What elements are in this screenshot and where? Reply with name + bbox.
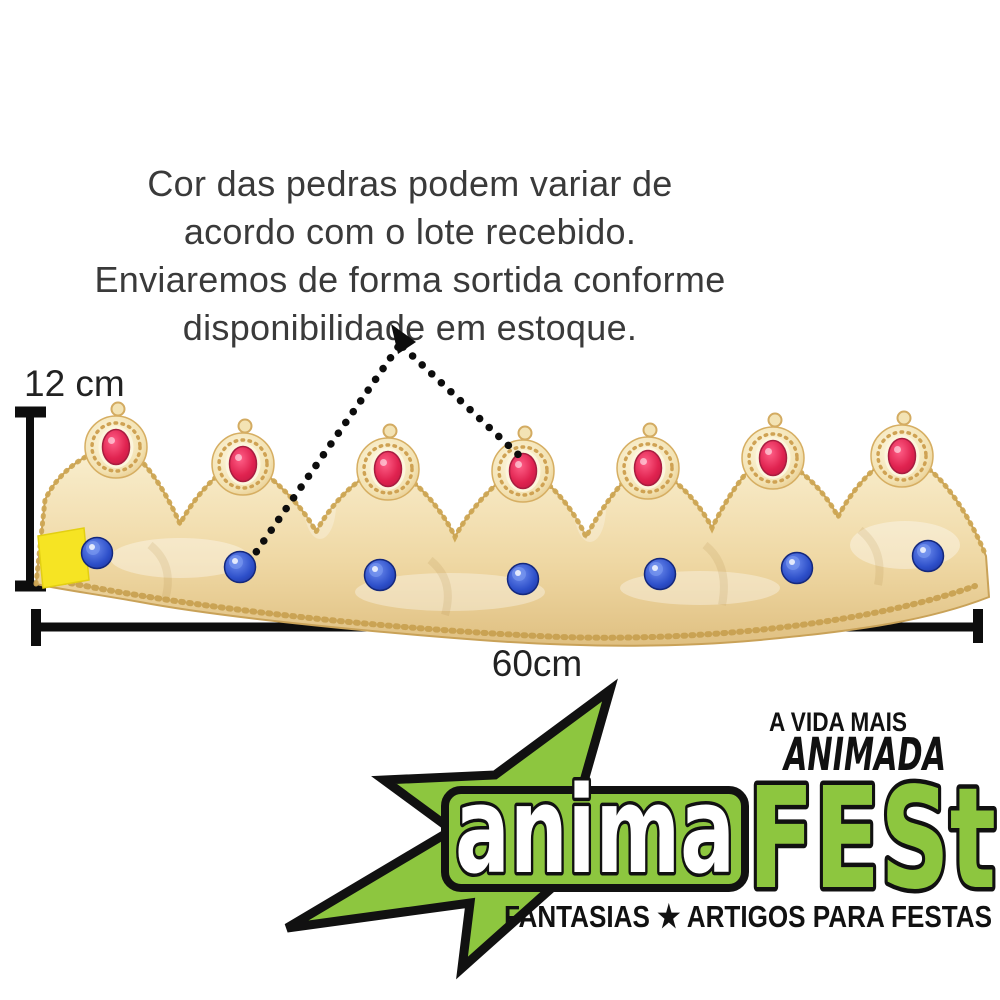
- logo-tagline: FANTASIAS ★ ARTIGOS PARA FESTAS: [504, 899, 992, 934]
- product-note: Cor das pedras podem variar de acordo co…: [60, 160, 760, 352]
- note-line: Enviaremos de forma sortida conforme: [94, 259, 726, 300]
- beaded-trim-bottom: [52, 577, 978, 641]
- logo-slogan-line1: A VIDA MAIS: [769, 707, 907, 737]
- arrowhead-icon: [391, 324, 416, 354]
- width-label: 60cm: [491, 643, 583, 684]
- logo-fest-text: FESt: [748, 758, 996, 921]
- note-line: acordo com o lote recebido.: [183, 211, 637, 252]
- gold-crown: [33, 400, 991, 647]
- yellow-tag: [37, 527, 90, 589]
- anima-box: [441, 786, 749, 892]
- logo-anima-text: anima: [455, 762, 735, 901]
- note-line: Cor das pedras podem variar de: [147, 163, 673, 204]
- logo-slogan-line2: ANIMADA: [782, 728, 946, 781]
- height-label: 12 cm: [24, 363, 125, 404]
- animafest-logo: anima FESt A VIDA MAIS ANIMADA FANTASIAS…: [284, 678, 1000, 980]
- dotted-arrow: [248, 324, 528, 562]
